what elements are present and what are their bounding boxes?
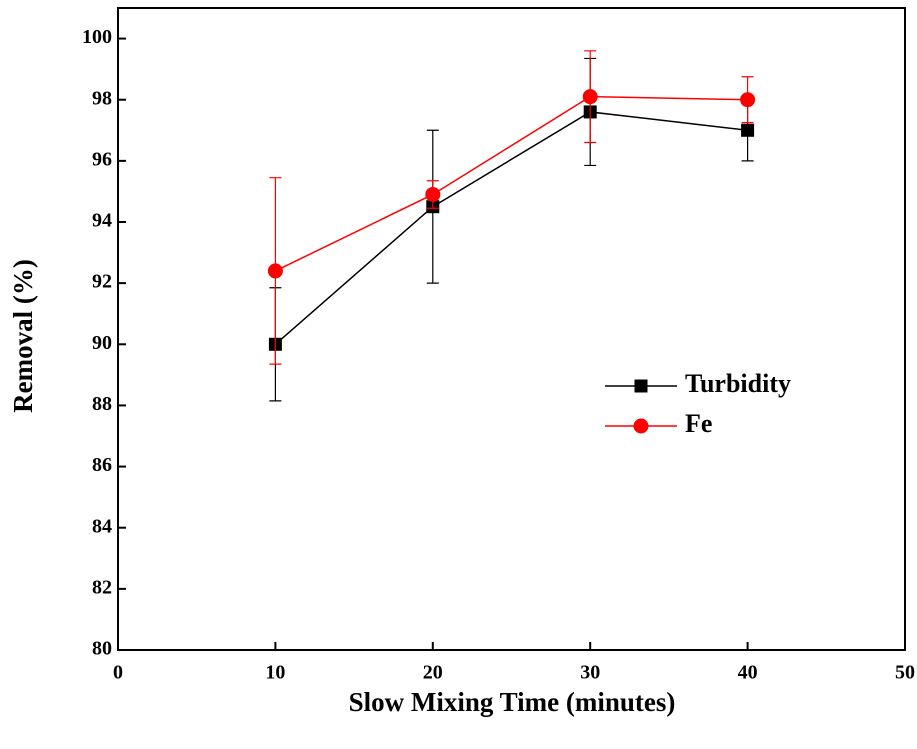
y-tick-label: 94 [92,210,112,232]
series-line [275,95,748,272]
x-axis-label: Slow Mixing Time (minutes) [349,687,676,717]
y-tick-label: 82 [92,576,112,598]
y-tick-label: 100 [82,26,112,48]
x-tick-label: 10 [265,662,285,684]
y-tick-label: 92 [92,271,112,293]
y-tick-label: 96 [92,148,112,170]
y-tick-label: 98 [92,87,112,109]
legend-marker [634,379,648,393]
x-tick-label: 30 [580,662,600,684]
plot-frame [117,7,906,651]
x-tick-label: 20 [423,662,443,684]
legend-label: Fe [685,409,712,438]
marker [267,263,283,279]
legend-label: Turbidity [685,369,791,398]
y-tick-label: 90 [92,332,112,354]
x-tick-label: 0 [113,662,123,684]
legend-marker [633,418,649,434]
marker [741,123,755,137]
y-tick-label: 84 [92,515,112,537]
y-axis-label: Removal (%) [8,259,38,413]
x-tick-label: 40 [738,662,758,684]
series-line [274,111,748,345]
y-tick-label: 86 [92,454,112,476]
marker [425,186,441,202]
marker [740,92,756,108]
y-tick-label: 88 [92,393,112,415]
marker [582,89,598,105]
y-tick-label: 80 [92,638,112,660]
x-tick-label: 50 [895,662,915,684]
